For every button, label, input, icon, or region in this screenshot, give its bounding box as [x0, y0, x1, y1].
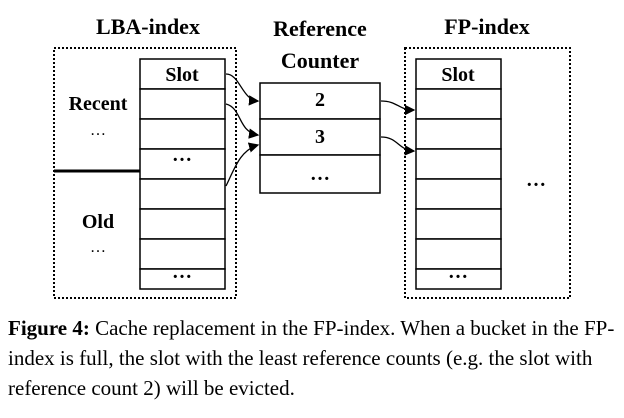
reference-counter-title-line1: Reference	[273, 16, 367, 41]
old-label: Old	[82, 211, 114, 233]
arrow-lba-slot-to-count-3	[225, 103, 260, 139]
arrow-count-2-to-fp-slot	[380, 100, 416, 116]
reference-counter-cell	[259, 154, 381, 194]
lba-slot-cell	[139, 178, 226, 210]
fp-bottom-ellipsis: …	[448, 261, 468, 283]
fp-slot-cell	[415, 208, 502, 240]
lba-index-title: LBA-index	[96, 14, 200, 39]
old-ellipsis: …	[90, 239, 106, 256]
fp-slot-cell	[415, 118, 502, 150]
arrow-lba-slot-to-count-3b	[225, 142, 260, 187]
lba-slot-header-cell	[139, 58, 226, 90]
figure-label: Figure 4:	[8, 316, 90, 340]
lba-slot-cell	[139, 238, 226, 270]
fp-slot-cell	[415, 88, 502, 120]
fp-slot-header-cell	[415, 58, 502, 90]
arrow-count-3-to-fp-slot	[380, 136, 416, 156]
fp-side-ellipsis: …	[526, 169, 546, 191]
fp-index-title: FP-index	[444, 14, 530, 39]
reference-count-value-3: 3	[315, 126, 325, 148]
lba-slot-cell	[139, 268, 226, 290]
reference-counter-cell	[259, 82, 381, 120]
reference-counter-ellipsis: …	[310, 163, 330, 185]
reference-counter-cell	[259, 118, 381, 156]
lba-index-slot-column	[139, 58, 226, 290]
fp-slot-cell	[415, 178, 502, 210]
lba-slot-cell	[139, 88, 226, 120]
figure-caption-text: Cache replacement in the FP-index. When …	[8, 316, 615, 400]
figure-caption: Figure 4: Cache replacement in the FP-in…	[8, 313, 618, 403]
fp-index-dotted-frame	[404, 47, 571, 299]
reference-count-value-2: 2	[315, 89, 325, 111]
fp-slot-cell	[415, 268, 502, 290]
recent-label: Recent	[69, 93, 128, 115]
lba-slot-ellipsis-lower: …	[172, 261, 192, 283]
fp-slot-cell	[415, 148, 502, 180]
lba-slot-cell	[139, 208, 226, 240]
fp-slot-header: Slot	[441, 64, 475, 86]
recent-ellipsis: …	[90, 122, 106, 139]
fp-slot-cell	[415, 238, 502, 270]
lba-slot-ellipsis-upper: …	[172, 144, 192, 166]
fp-index-slot-column	[415, 58, 502, 290]
reference-counter-title-line2: Counter	[281, 48, 359, 73]
lba-slot-header: Slot	[165, 64, 199, 86]
cache-replacement-diagram: LBA-index Slot … … Recent … Old … Refere…	[53, 14, 571, 299]
reference-counter-column	[259, 82, 381, 194]
arrow-lba-slot-to-count-2	[225, 73, 260, 106]
